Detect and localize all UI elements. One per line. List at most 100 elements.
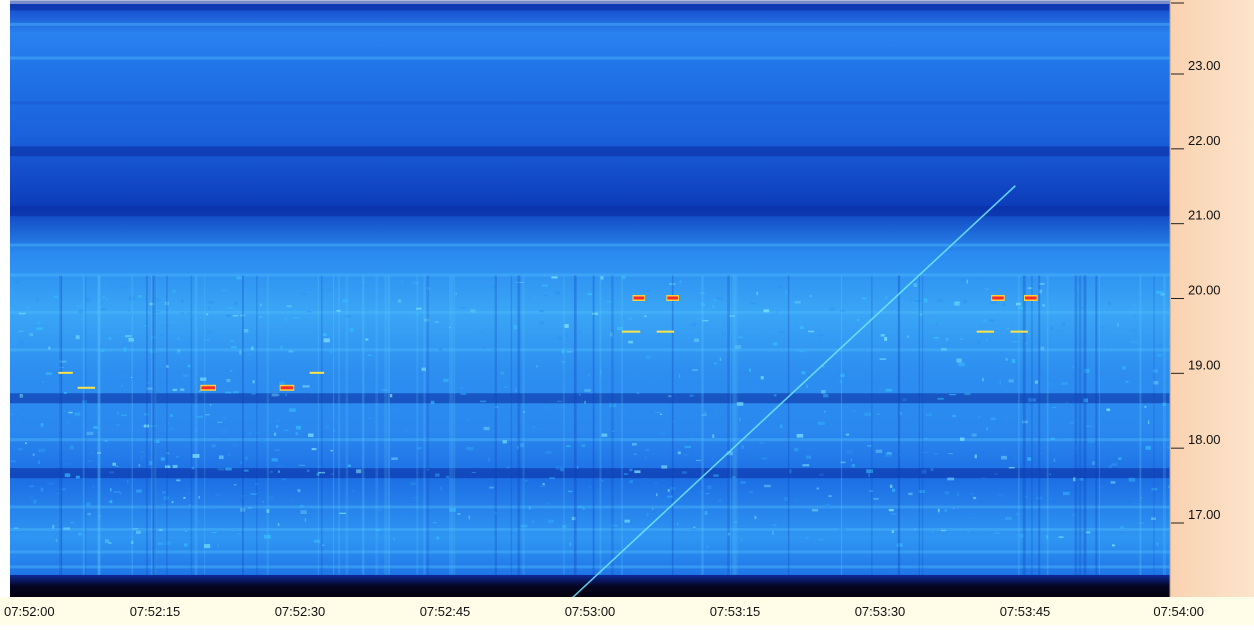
noise-speckle [389, 394, 393, 398]
noise-speckle [177, 349, 181, 352]
noise-speckle [913, 283, 918, 287]
noise-speckle [909, 491, 913, 496]
noise-speckle [763, 484, 771, 488]
noise-speckle [75, 475, 80, 479]
noise-speckle [930, 532, 934, 537]
noise-speckle [322, 544, 325, 547]
frequency-band [10, 0, 1170, 11]
noise-speckle [187, 341, 190, 344]
y-tick-label: 22.00 [1188, 133, 1221, 148]
noise-speckle [297, 489, 301, 493]
noise-speckle [1065, 401, 1069, 405]
noise-speckle [700, 491, 702, 493]
noise-speckle [808, 330, 815, 333]
noise-speckle [926, 354, 930, 358]
noise-speckle [29, 333, 33, 337]
vertical-stripe [317, 275, 319, 575]
noise-speckle [284, 540, 291, 544]
noise-speckle [192, 454, 200, 458]
noise-speckle [712, 305, 715, 308]
noise-speckle [347, 464, 351, 467]
noise-speckle [956, 358, 962, 363]
vertical-stripe [522, 275, 525, 575]
noise-speckle [739, 417, 741, 422]
noise-speckle [600, 370, 602, 375]
noise-speckle [217, 468, 225, 471]
noise-speckle [606, 428, 612, 430]
noise-speckle [736, 402, 744, 406]
noise-speckle [333, 429, 335, 432]
noise-speckle [213, 506, 216, 508]
noise-speckle [78, 309, 84, 314]
noise-speckle [970, 492, 974, 496]
noise-speckle [541, 284, 549, 287]
noise-speckle [63, 392, 67, 394]
noise-speckle [862, 413, 866, 416]
noise-speckle [731, 476, 736, 478]
noise-speckle [460, 393, 467, 395]
noise-speckle [1008, 379, 1014, 383]
y-tick-label: 20.00 [1188, 283, 1221, 298]
noise-speckle [805, 455, 812, 459]
noise-speckle [1056, 438, 1063, 440]
vertical-stripe [727, 275, 731, 575]
noise-speckle [564, 324, 569, 328]
noise-speckle [759, 441, 764, 444]
frequency-band [10, 348, 1170, 352]
noise-speckle [130, 312, 133, 316]
noise-speckle [412, 433, 419, 436]
noise-speckle [958, 362, 965, 367]
frequency-band [10, 101, 1170, 105]
noise-speckle [195, 428, 198, 433]
noise-speckle [298, 464, 306, 466]
noise-speckle [48, 346, 51, 350]
noise-speckle [85, 297, 91, 302]
noise-speckle [63, 462, 71, 465]
vertical-stripe [1018, 275, 1020, 575]
noise-speckle [1005, 358, 1008, 361]
vertical-stripe [345, 275, 349, 575]
noise-speckle [566, 351, 573, 353]
noise-speckle [1111, 544, 1115, 547]
noise-speckle [449, 508, 456, 512]
noise-speckle [982, 477, 986, 480]
noise-speckle [163, 496, 170, 500]
noise-speckle [614, 352, 619, 356]
vertical-stripe [423, 275, 426, 575]
noise-speckle [646, 512, 649, 517]
noise-speckle [243, 469, 249, 472]
noise-speckle [628, 340, 634, 344]
noise-speckle [772, 524, 777, 527]
y-tick-label: 18.00 [1188, 432, 1221, 447]
noise-speckle [112, 462, 116, 466]
noise-speckle [205, 536, 213, 540]
vertical-stripe [375, 275, 379, 575]
noise-speckle [218, 455, 224, 460]
noise-speckle [974, 454, 977, 459]
noise-speckle [211, 532, 217, 534]
noise-speckle [522, 411, 525, 413]
noise-speckle [539, 485, 546, 488]
noise-speckle [194, 540, 200, 545]
noise-speckle [880, 334, 885, 337]
noise-speckle [457, 513, 461, 515]
noise-speckle [668, 395, 672, 398]
noise-speckle [886, 452, 892, 455]
noise-speckle [610, 332, 613, 337]
noise-speckle [255, 430, 260, 435]
noise-speckle [276, 425, 279, 428]
noise-speckle [210, 544, 212, 548]
noise-speckle [989, 301, 997, 305]
noise-speckle [1085, 531, 1091, 534]
noise-speckle [14, 527, 19, 529]
noise-speckle [888, 508, 894, 512]
noise-speckle [914, 300, 921, 302]
noise-speckle [367, 354, 372, 357]
noise-speckle [251, 392, 256, 395]
noise-speckle [669, 283, 676, 286]
noise-speckle [143, 424, 150, 428]
noise-speckle [64, 473, 71, 478]
noise-speckle [1034, 380, 1038, 384]
noise-speckle [817, 539, 825, 541]
noise-speckle [599, 505, 605, 508]
